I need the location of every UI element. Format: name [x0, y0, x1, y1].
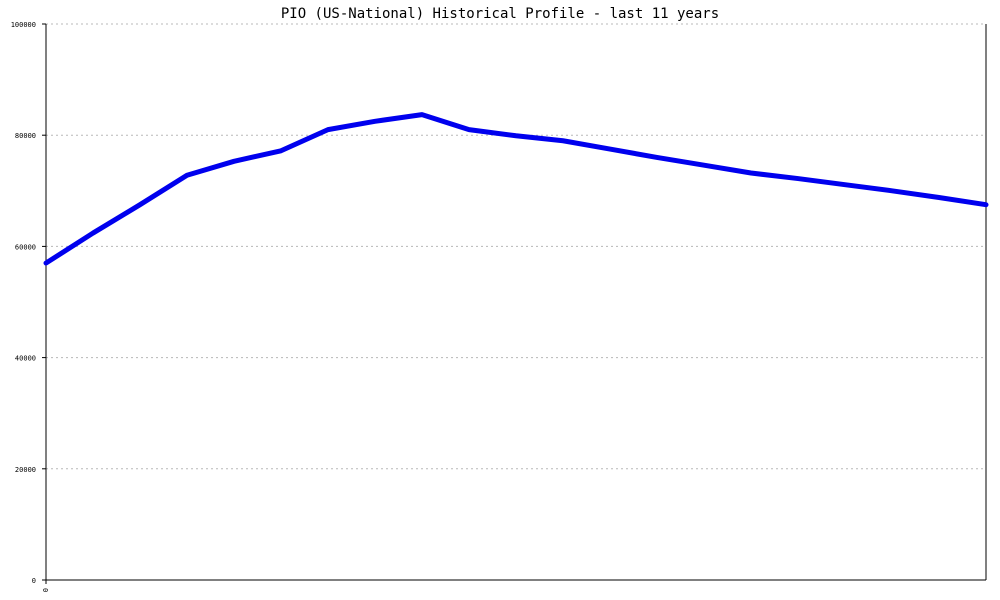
series-layer [43, 112, 989, 266]
y-tick-label: 60000 [15, 243, 36, 251]
tick-layer: 0 20000 40000 60000 80000 100000 0 [11, 21, 50, 592]
series-line [43, 112, 989, 266]
grid-layer [46, 23, 986, 470]
x-tick-label: 0 [42, 588, 50, 592]
y-tick-label: 80000 [15, 132, 36, 140]
axis-layer [45, 24, 987, 581]
y-tick-label: 100000 [11, 21, 36, 29]
y-tick-label: 40000 [15, 355, 36, 363]
chart-title: PIO (US-National) Historical Profile - l… [281, 6, 719, 22]
y-tick-label: 20000 [15, 466, 36, 474]
y-tick-label: 0 [32, 577, 36, 585]
